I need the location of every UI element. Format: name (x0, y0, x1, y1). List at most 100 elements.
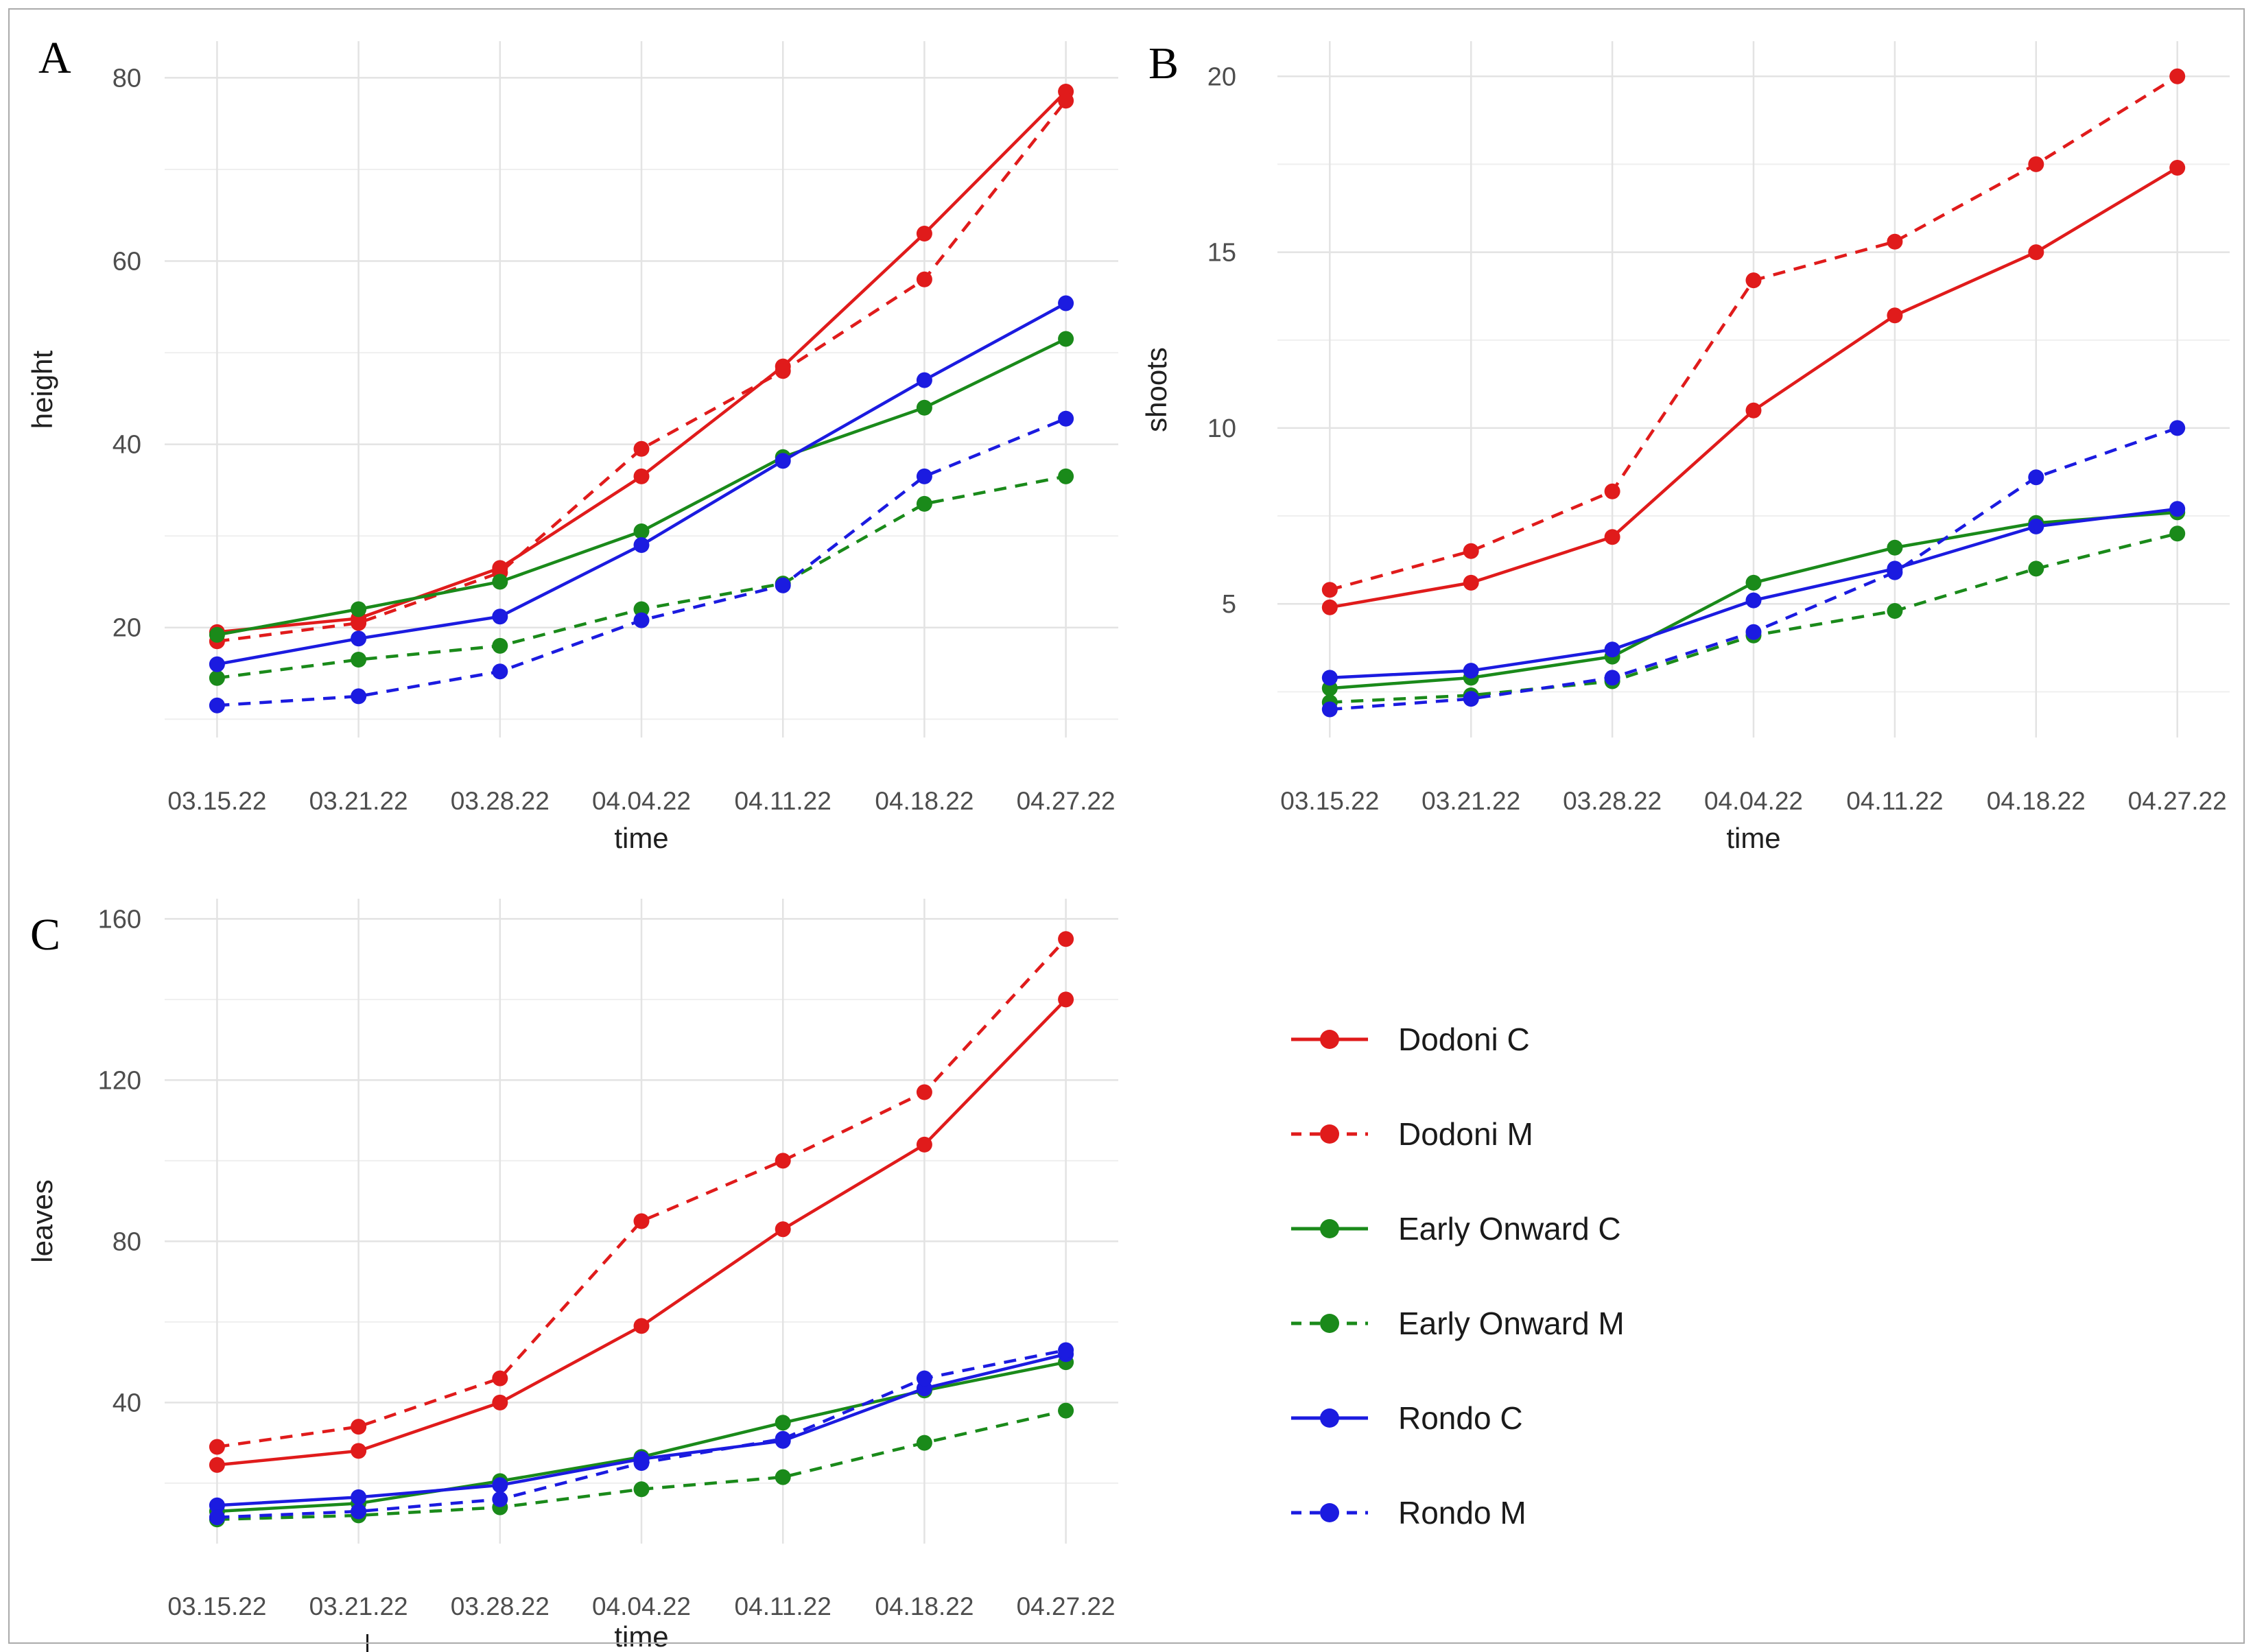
panel-c-data-point-rondo-m (916, 1370, 932, 1386)
panel-b-data-point-dodoni-m (2169, 68, 2186, 84)
panel-a-data-point-dodoni-c (916, 226, 932, 241)
panel-c-data-point-dodoni-c (1058, 991, 1074, 1008)
legend-item-rondo-c: Rondo C (1288, 1371, 1625, 1465)
panel-b-x-tick-label: 03.21.22 (1422, 787, 1520, 815)
panel-a-data-point-early-onward-m (916, 495, 932, 512)
bottom-border-tick (366, 1634, 368, 1652)
panel-c-data-point-dodoni-m (1058, 931, 1074, 947)
panel-a-data-point-early-onward-c (351, 601, 367, 617)
panel-a-data-point-dodoni-m (916, 271, 932, 287)
panel-b-data-point-rondo-c (2169, 501, 2186, 517)
panel-c-x-tick-label: 04.04.22 (592, 1592, 691, 1620)
panel-c-data-point-rondo-m (775, 1430, 791, 1447)
panel-a-data-point-rondo-c (633, 537, 650, 553)
panel-c-data-point-dodoni-c (775, 1221, 791, 1238)
panel-b-y-tick-label: 10 (1207, 414, 1236, 443)
panel-b-x-tick-label: 04.04.22 (1704, 787, 1803, 815)
panel-c-data-point-rondo-c (209, 1497, 225, 1513)
panel-b-data-point-dodoni-m (1463, 543, 1479, 559)
panel-a-y-tick-label: 60 (113, 248, 141, 276)
panel-a-data-point-early-onward-c (1058, 331, 1074, 347)
panel-c-x-tick-label: 03.15.22 (167, 1592, 266, 1620)
panel-c-data-point-rondo-m (492, 1491, 508, 1507)
panel-b-data-point-early-onward-m (1887, 603, 1903, 619)
panel-a-x-tick-label: 04.11.22 (735, 787, 831, 815)
panel-b-x-tick-label: 04.27.22 (2128, 787, 2227, 815)
panel-b-y-tick-label: 20 (1207, 62, 1236, 91)
panel-c-data-point-dodoni-m (209, 1439, 225, 1455)
legend-key-marker (1320, 1408, 1339, 1428)
panel-b-data-point-dodoni-c (1604, 529, 1620, 545)
panel-b-data-point-rondo-m (1604, 670, 1620, 686)
legend-item-dodoni-m: Dodoni M (1288, 1087, 1625, 1181)
legend-key-dodoni-m (1291, 1124, 1368, 1144)
panel-a-data-point-dodoni-m (633, 440, 650, 457)
panel-c-x-tick-label: 03.28.22 (451, 1592, 550, 1620)
panel-a-data-point-early-onward-c (492, 574, 508, 590)
panel-c-data-point-rondo-m (633, 1455, 650, 1471)
panel-c-y-tick-label: 120 (98, 1066, 141, 1095)
panel-b-data-point-rondo-c (2028, 518, 2044, 534)
panel-b-data-point-rondo-m (1463, 691, 1479, 707)
panel-c-y-tick-label: 160 (98, 905, 141, 934)
panel-b-data-point-dodoni-c (1321, 599, 1338, 615)
panel-c-y-axis-title: leaves (26, 1179, 58, 1262)
panel-c-x-tick-label: 04.27.22 (1017, 1592, 1116, 1620)
panel-c-data-point-dodoni-c (633, 1318, 650, 1334)
legend-item-early-onward-m: Early Onward M (1288, 1276, 1625, 1371)
panel-a-x-tick-label: 04.18.22 (875, 787, 974, 815)
legend-item-dodoni-c: Dodoni C (1288, 992, 1625, 1087)
panel-c-y-tick-label: 80 (113, 1227, 141, 1256)
panel-b-data-point-dodoni-c (2028, 244, 2044, 261)
panel-b-data-point-dodoni-m (1321, 582, 1338, 598)
panel-c-x-axis-title: time (614, 1620, 668, 1652)
panel-c-x-tick-label: 04.11.22 (735, 1592, 831, 1620)
panel-c-data-point-rondo-c (492, 1477, 508, 1494)
panel-c-data-point-rondo-m (209, 1509, 225, 1526)
panel-b-data-point-dodoni-c (1887, 307, 1903, 324)
legend-key-early-onward-c (1291, 1219, 1368, 1238)
legend-item-label: Rondo C (1398, 1400, 1523, 1436)
panel-b-data-point-rondo-c (1604, 641, 1620, 658)
legend-key-early-onward-m (1291, 1314, 1368, 1333)
panel-b-data-point-dodoni-m (2028, 156, 2044, 172)
panel-b-data-point-early-onward-m (2169, 526, 2186, 542)
panel-a-x-tick-label: 04.04.22 (592, 787, 691, 815)
panel-c-data-point-rondo-m (1058, 1342, 1074, 1358)
panel-c-y-tick-label: 40 (113, 1389, 141, 1417)
panel-label-c: C (30, 910, 61, 960)
legend-key-rondo-c (1291, 1408, 1368, 1428)
panel-a-data-point-early-onward-c (209, 626, 225, 643)
panel-a-data-point-rondo-c (492, 609, 508, 625)
panel-c-data-point-dodoni-m (916, 1084, 932, 1100)
panel-b-data-point-rondo-m (1321, 701, 1338, 718)
panel-a-data-point-dodoni-m (351, 615, 367, 631)
panel-b-data-point-rondo-c (1321, 670, 1338, 686)
panel-b-y-axis-title: shoots (1140, 347, 1172, 432)
panel-b-data-point-rondo-c (1463, 663, 1479, 679)
panel-b-data-point-rondo-m (1745, 624, 1762, 640)
legend-item-early-onward-c: Early Onward C (1288, 1181, 1625, 1276)
panel-a-data-point-rondo-c (775, 453, 791, 469)
legend-key-marker (1320, 1030, 1339, 1049)
panel-a-data-point-rondo-m (916, 468, 932, 484)
panel-a-data-point-dodoni-m (1058, 93, 1074, 109)
panel-a-data-point-rondo-c (351, 630, 367, 647)
legend-item-label: Early Onward M (1398, 1306, 1625, 1341)
panel-b-data-point-dodoni-m (1745, 272, 1762, 289)
panel-a-data-point-rondo-m (209, 697, 225, 713)
panel-b-x-tick-label: 04.18.22 (1987, 787, 2086, 815)
panel-b-x-tick-label: 03.15.22 (1280, 787, 1379, 815)
legend-item-label: Early Onward C (1398, 1211, 1621, 1247)
panel-c-data-point-dodoni-m (633, 1213, 650, 1229)
panel-a-data-point-early-onward-m (209, 670, 225, 686)
legend-item-label: Rondo M (1398, 1495, 1526, 1531)
legend: Dodoni C Dodoni M Early Onward C Early Onwa… (1288, 992, 1625, 1560)
panel-c-data-point-dodoni-c (351, 1443, 367, 1459)
panel-a-data-point-early-onward-m (492, 637, 508, 654)
legend-key-marker (1320, 1503, 1339, 1522)
legend-item-label: Dodoni C (1398, 1022, 1530, 1057)
panel-b-data-point-rondo-m (2028, 469, 2044, 486)
panel-b-data-point-rondo-m (2169, 420, 2186, 436)
